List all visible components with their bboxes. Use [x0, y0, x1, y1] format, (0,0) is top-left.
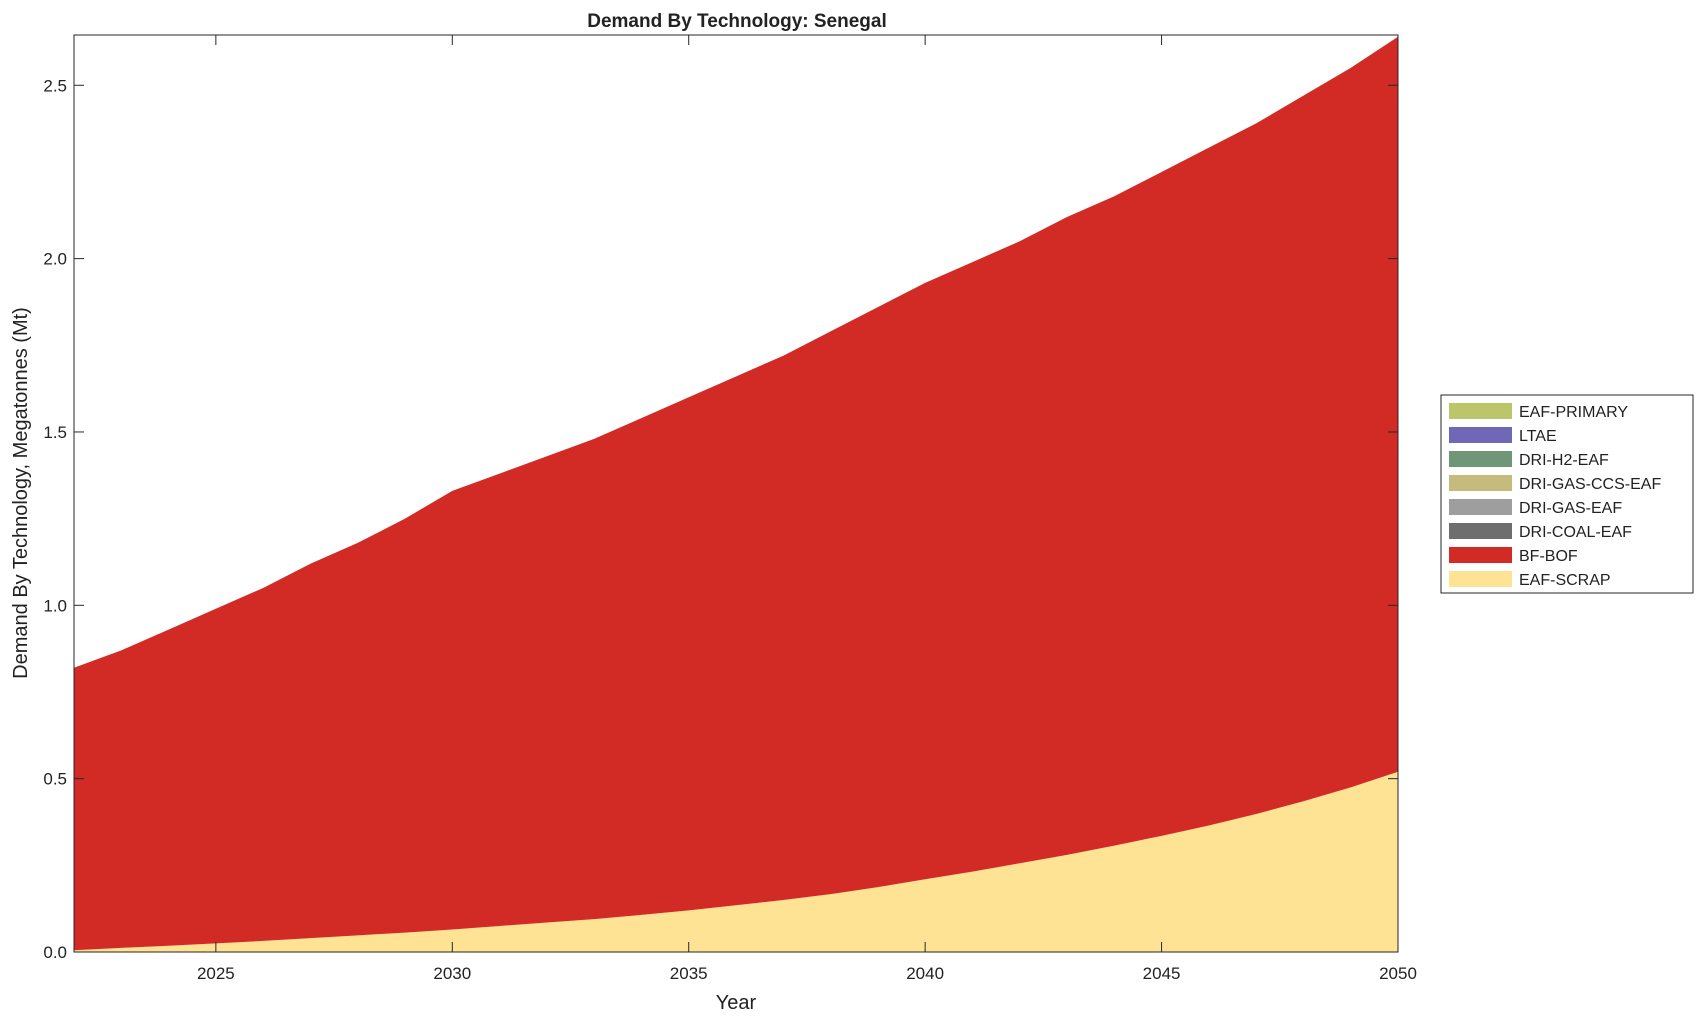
legend-swatch-dri-gas-ccs-eaf [1449, 475, 1512, 491]
legend-label: DRI-H2-EAF [1519, 452, 1609, 469]
y-tick-label: 2.0 [43, 250, 67, 269]
legend-label: EAF-PRIMARY [1519, 404, 1628, 421]
legend-swatch-eaf-scrap [1449, 571, 1512, 587]
x-tick-label: 2035 [670, 964, 708, 983]
chart-title: Demand By Technology: Senegal [587, 11, 886, 32]
y-tick-label: 1.5 [43, 423, 67, 442]
legend-label: EAF-SCRAP [1519, 572, 1611, 589]
legend-swatch-eaf-primary [1449, 403, 1512, 419]
legend-label: DRI-GAS-EAF [1519, 500, 1622, 517]
y-tick-label: 2.5 [43, 76, 67, 95]
legend-swatch-ltae [1449, 427, 1512, 443]
axes-box [73, 34, 1399, 953]
legend-label: DRI-GAS-CCS-EAF [1519, 476, 1661, 493]
x-tick-label: 2030 [433, 964, 471, 983]
legend-swatch-dri-h2-eaf [1449, 451, 1512, 467]
x-axis-label: Year [716, 992, 757, 1014]
legend-label: BF-BOF [1519, 548, 1578, 565]
x-tick-label: 2025 [197, 964, 235, 983]
legend-swatch-bf-bof [1449, 547, 1512, 563]
legend-label: DRI-COAL-EAF [1519, 524, 1632, 541]
area-eaf-scrap [74, 771, 1398, 952]
legend-label: LTAE [1519, 428, 1557, 445]
plot-areas [74, 36, 1398, 952]
axis-ticks: 2025 2030 2035 2040 2045 2050 0.0 0.5 1.0 1.5 2.0 2… [43, 35, 1417, 983]
x-tick-label: 2050 [1379, 964, 1417, 983]
y-tick-label: 0.0 [43, 943, 67, 962]
legend: EAF-PRIMARY LTAE DRI-H2-EAF DRI-GAS-CCS-EAF… [1440, 394, 1694, 594]
legend-swatch-dri-coal-eaf [1449, 523, 1512, 539]
y-tick-label: 1.0 [43, 596, 67, 615]
x-tick-label: 2045 [1143, 964, 1181, 983]
x-tick-label: 2040 [906, 964, 944, 983]
y-axis-label: Demand By Technology, Megatonnes (Mt) [10, 307, 32, 679]
area-bf-bof [74, 36, 1398, 951]
y-tick-label: 0.5 [43, 770, 67, 789]
legend-swatch-dri-gas-eaf [1449, 499, 1512, 515]
